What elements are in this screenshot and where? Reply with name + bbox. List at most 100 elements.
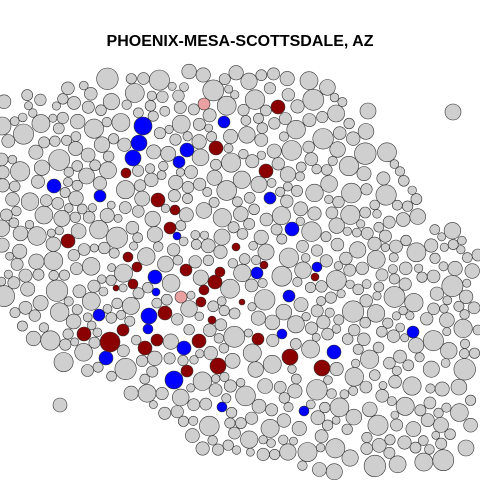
gray-bubble <box>146 90 157 101</box>
gray-bubble <box>203 346 218 361</box>
blue-bubble <box>172 155 186 169</box>
blue-bubble <box>250 266 264 280</box>
gray-bubble <box>95 104 107 116</box>
gray-bubble <box>260 104 272 117</box>
gray-bubble <box>383 356 396 370</box>
gray-bubble <box>46 228 56 238</box>
gray-bubble <box>398 277 412 291</box>
gray-bubble <box>208 383 223 397</box>
pink-bubble <box>197 97 211 111</box>
gray-bubble <box>13 123 34 145</box>
gray-bubble <box>293 201 309 217</box>
gray-bubble <box>345 408 362 426</box>
gray-bubble <box>235 385 256 407</box>
gray-bubble <box>433 417 449 433</box>
gray-bubble <box>396 212 411 227</box>
gray-bubble <box>286 315 305 334</box>
gray-bubble <box>7 154 18 165</box>
gray-bubble <box>194 311 205 321</box>
gray-bubble <box>101 116 112 128</box>
gray-bubble <box>371 438 387 453</box>
gray-bubble <box>400 234 412 247</box>
gray-bubble <box>329 92 340 103</box>
gray-bubble <box>132 205 145 218</box>
gray-bubble <box>79 80 89 91</box>
gray-bubble <box>53 352 74 373</box>
gray-bubble <box>180 300 198 318</box>
gray-bubble <box>377 142 397 163</box>
gray-bubble <box>339 389 350 400</box>
gray-bubble <box>367 414 389 436</box>
gray-bubble <box>340 204 361 225</box>
gray-bubble <box>450 403 469 422</box>
gray-bubble <box>218 305 230 317</box>
gray-bubble <box>319 254 333 268</box>
gray-bubble <box>147 110 159 122</box>
darkred-bubble <box>251 332 265 346</box>
gray-bubble <box>65 313 82 330</box>
gray-bubble <box>417 435 429 446</box>
gray-bubble <box>105 312 118 324</box>
gray-bubble <box>63 296 74 307</box>
gray-bubble <box>268 117 281 130</box>
gray-bubble <box>80 147 96 163</box>
gray-bubble <box>297 460 308 471</box>
gray-bubble <box>10 257 24 271</box>
gray-bubble <box>329 361 344 376</box>
blue-bubble <box>151 287 161 297</box>
gray-bubble <box>289 338 302 350</box>
gray-bubble <box>257 243 275 261</box>
gray-bubble <box>397 435 412 450</box>
gray-bubble <box>271 157 285 171</box>
gray-bubble <box>74 343 93 362</box>
gray-bubble <box>406 242 427 263</box>
gray-bubble <box>200 230 210 240</box>
gray-bubble <box>384 434 396 446</box>
gray-bubble <box>70 223 87 239</box>
gray-bubble <box>255 69 268 81</box>
gray-bubble <box>324 291 337 304</box>
gray-bubble <box>310 244 323 257</box>
gray-bubble <box>96 67 119 90</box>
gray-bubble <box>5 251 14 261</box>
gray-bubble <box>116 309 126 320</box>
blue-bubble <box>216 401 228 413</box>
gray-bubble <box>260 418 280 438</box>
gray-bubble <box>351 358 361 369</box>
gray-bubble <box>0 152 9 167</box>
blue-bubble <box>217 115 231 129</box>
gray-bubble <box>439 304 449 314</box>
gray-bubble <box>163 352 176 365</box>
gray-bubble <box>190 230 201 240</box>
darkred-bubble <box>214 266 226 278</box>
gray-bubble <box>256 447 270 461</box>
gray-bubble <box>134 179 147 192</box>
gray-bubble <box>457 439 475 457</box>
gray-bubble <box>70 337 80 347</box>
gray-bubble <box>212 443 225 456</box>
gray-bubble <box>304 152 319 166</box>
gray-bubble <box>296 240 309 253</box>
gray-bubble <box>182 193 193 204</box>
gray-bubble <box>48 113 58 123</box>
gray-bubble <box>360 183 373 196</box>
gray-bubble <box>278 434 289 445</box>
gray-bubble <box>181 181 195 194</box>
gray-bubble <box>204 123 213 133</box>
gray-bubble <box>57 93 69 105</box>
gray-bubble <box>246 447 255 457</box>
gray-bubble <box>63 166 75 178</box>
gray-bubble <box>20 192 40 211</box>
gray-bubble <box>239 253 251 265</box>
gray-bubble <box>213 228 231 246</box>
gray-bubble <box>332 195 345 209</box>
gray-bubble <box>108 133 120 145</box>
blue-bubble <box>263 191 277 205</box>
gray-bubble <box>316 315 331 330</box>
gray-bubble <box>167 81 177 91</box>
gray-bubble <box>440 342 458 360</box>
gray-bubble <box>179 82 189 92</box>
gray-bubble <box>369 199 380 211</box>
gray-bubble <box>257 378 273 394</box>
gray-bubble <box>310 410 326 426</box>
